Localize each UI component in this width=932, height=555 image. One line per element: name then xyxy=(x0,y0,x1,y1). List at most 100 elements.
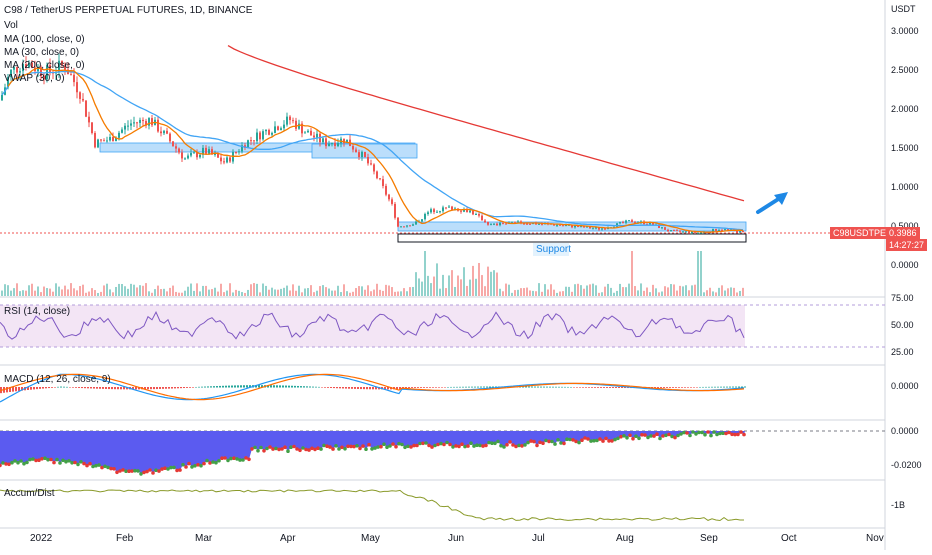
macd-bar xyxy=(609,387,611,388)
candle-body xyxy=(586,226,588,228)
osc-dot xyxy=(55,457,59,462)
volume-bar xyxy=(130,283,132,296)
macd-line xyxy=(0,373,745,403)
osc-dot xyxy=(691,430,695,434)
candle-body xyxy=(718,229,720,231)
macd-bar xyxy=(234,385,236,388)
volume-bar xyxy=(241,292,243,296)
candle-body xyxy=(712,228,714,233)
osc-dot xyxy=(247,457,251,462)
macd-bar xyxy=(399,387,401,390)
macd-bar xyxy=(111,387,113,390)
price-tick: 2.0000 xyxy=(891,104,919,114)
macd-bar xyxy=(414,387,416,388)
osc-dot xyxy=(448,442,452,447)
osc-dot xyxy=(652,434,656,438)
candle-body xyxy=(271,132,273,135)
candle-body xyxy=(256,132,258,142)
ma30-label: MA (30, close, 0) xyxy=(4,47,80,58)
candle-body xyxy=(160,131,162,134)
macd-bar xyxy=(57,386,59,388)
volume-bar xyxy=(409,287,411,296)
volume-bar xyxy=(142,285,144,296)
candle-body xyxy=(403,226,405,228)
candle-body xyxy=(181,152,183,159)
osc-dot xyxy=(463,444,467,449)
osc-dot xyxy=(733,432,737,437)
volume-bar xyxy=(433,276,435,296)
macd-bar xyxy=(714,386,716,388)
candle-body xyxy=(172,141,174,147)
candle-body xyxy=(58,60,60,73)
up-arrow-icon xyxy=(756,192,788,214)
osc-dot xyxy=(367,442,371,447)
candle-body xyxy=(631,220,633,223)
macd-bar xyxy=(33,387,35,390)
volume-bar xyxy=(520,288,522,296)
volume-bar xyxy=(37,286,39,296)
candle-body xyxy=(388,194,390,200)
macd-bar xyxy=(162,387,164,389)
macd-bar xyxy=(333,387,335,389)
macd-bar xyxy=(204,386,206,388)
volume-bar xyxy=(187,286,189,296)
macd-bar xyxy=(735,386,737,388)
macd-bar xyxy=(375,387,377,390)
volume-bar xyxy=(676,290,678,296)
candle-body xyxy=(274,126,276,133)
candle-body xyxy=(220,157,222,162)
volume-bar xyxy=(466,285,468,296)
volume-bar xyxy=(265,285,267,296)
volume-bar xyxy=(388,285,390,296)
osc-dot xyxy=(88,461,92,466)
macd-bar xyxy=(570,386,572,388)
macd-bar xyxy=(531,386,533,388)
volume-bar xyxy=(283,287,285,296)
osc-dot xyxy=(397,441,401,446)
candle-body xyxy=(412,224,414,226)
candle-body xyxy=(424,213,426,220)
macd-bar xyxy=(624,387,626,389)
volume-bar xyxy=(244,292,246,296)
osc-dot xyxy=(637,436,641,441)
osc-dot xyxy=(682,430,686,435)
volume-bar xyxy=(541,291,543,296)
price-tick: 1.0000 xyxy=(891,182,919,192)
macd-bar xyxy=(432,387,434,388)
candle-body xyxy=(268,129,270,135)
macd-bar xyxy=(144,387,146,390)
macd-bar xyxy=(228,385,230,388)
volume-bar xyxy=(223,292,225,296)
volume-bar xyxy=(19,291,21,296)
osc-dot xyxy=(46,457,50,462)
osc-dot xyxy=(307,448,311,452)
osc-dot xyxy=(544,438,548,443)
macd-bar xyxy=(210,386,212,388)
osc-dot xyxy=(358,446,362,451)
osc-dot xyxy=(706,430,710,434)
candle-body xyxy=(199,154,201,158)
candle-body xyxy=(361,151,363,158)
volume-bar xyxy=(205,285,207,296)
osc-dot xyxy=(505,443,509,447)
macd-bar xyxy=(720,386,722,388)
volume-bar xyxy=(307,288,309,296)
volume-bar xyxy=(694,284,696,296)
time-tick: Oct xyxy=(781,533,797,544)
osc-dot xyxy=(562,441,566,446)
volume-bar xyxy=(112,292,114,296)
candle-body xyxy=(337,143,339,147)
candle-body xyxy=(175,146,177,149)
osc-dot xyxy=(598,437,602,441)
macd-bar xyxy=(471,386,473,388)
ma200-line xyxy=(227,45,745,202)
osc-dot xyxy=(577,440,581,445)
candle-body xyxy=(523,223,525,225)
macd-bar xyxy=(723,386,725,388)
macd-bar xyxy=(693,387,695,388)
volume-bar xyxy=(82,284,84,296)
volume-bar xyxy=(211,289,213,296)
candle-body xyxy=(739,231,741,233)
